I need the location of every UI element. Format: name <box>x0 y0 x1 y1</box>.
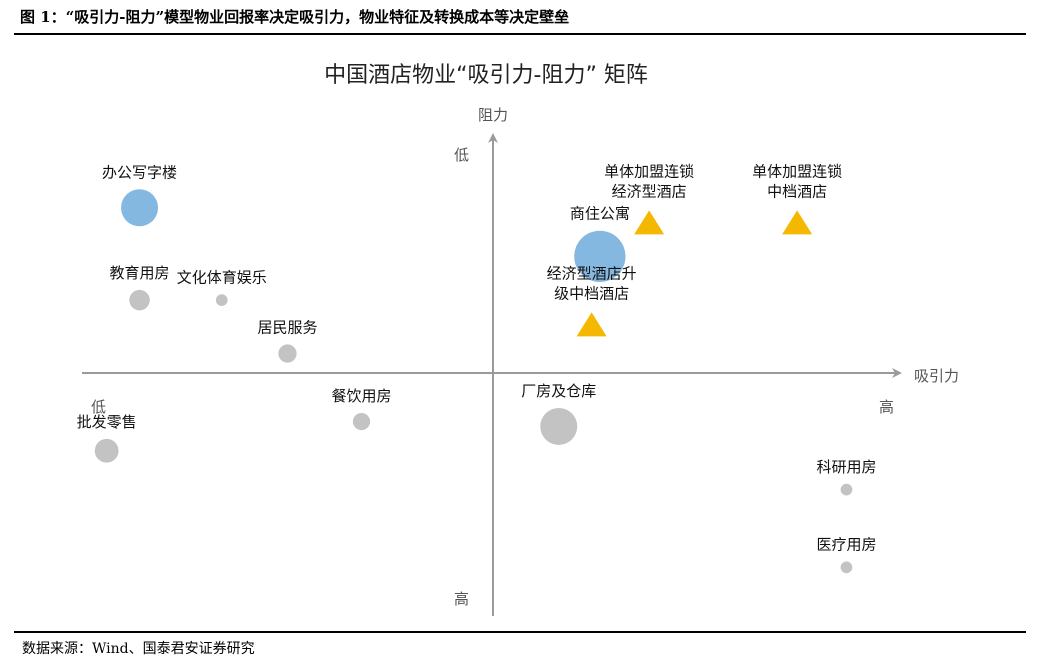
data-point-7 <box>540 407 578 445</box>
data-point-12 <box>576 312 607 337</box>
x-axis-title: 吸引力 <box>914 367 959 385</box>
data-point-5 <box>352 413 371 431</box>
data-point-label-6: 批发零售 <box>77 413 137 431</box>
data-point-9 <box>840 561 853 574</box>
data-point-label-12-line-1: 级中档酒店 <box>554 284 629 302</box>
data-point-0 <box>121 189 159 227</box>
data-point-label-11-line-0: 单体加盟连锁 <box>752 162 842 180</box>
data-point-label-3: 文化体育娱乐 <box>177 268 267 286</box>
data-point-10 <box>634 210 665 235</box>
data-point-11 <box>782 210 813 235</box>
data-point-4 <box>278 344 297 363</box>
data-point-label-7: 厂房及仓库 <box>521 382 596 400</box>
bottom-rule <box>14 631 1026 633</box>
data-point-1 <box>574 230 626 283</box>
x-axis-high-label: 高 <box>879 398 894 416</box>
x-axis-low-label: 低 <box>91 398 106 416</box>
data-point-label-5: 餐饮用房 <box>331 387 391 405</box>
data-point-label-2: 教育用房 <box>110 264 170 282</box>
data-source-note: 数据来源：Wind、国泰君安证券研究 <box>22 641 255 657</box>
top-rule <box>14 33 1026 35</box>
data-point-label-4: 居民服务 <box>257 318 317 336</box>
data-point-label-0: 办公写字楼 <box>102 163 177 181</box>
data-point-label-11-line-1: 中档酒店 <box>767 182 827 200</box>
data-point-6 <box>94 438 119 463</box>
y-axis-title: 阻力 <box>478 106 508 124</box>
y-axis-bottom-label: 高 <box>454 590 469 608</box>
data-point-label-9: 医疗用房 <box>816 536 876 554</box>
data-point-3 <box>215 294 228 306</box>
data-point-label-8: 科研用房 <box>816 458 876 476</box>
data-point-label-10-line-0: 单体加盟连锁 <box>604 162 694 180</box>
data-point-label-1: 商住公寓 <box>570 205 630 223</box>
data-point-label-12-line-0: 经济型酒店升 <box>547 264 637 282</box>
data-point-label-10-line-1: 经济型酒店 <box>612 182 687 200</box>
figure-caption: 图 1：“吸引力-阻力”模型物业回报率决定吸引力，物业特征及转换成本等决定壁垒 <box>20 8 570 26</box>
data-point-2 <box>129 289 150 311</box>
chart-title: 中国酒店物业“吸引力-阻力” 矩阵 <box>324 63 648 88</box>
y-axis-top-label: 低 <box>454 146 469 164</box>
data-point-8 <box>840 483 853 496</box>
